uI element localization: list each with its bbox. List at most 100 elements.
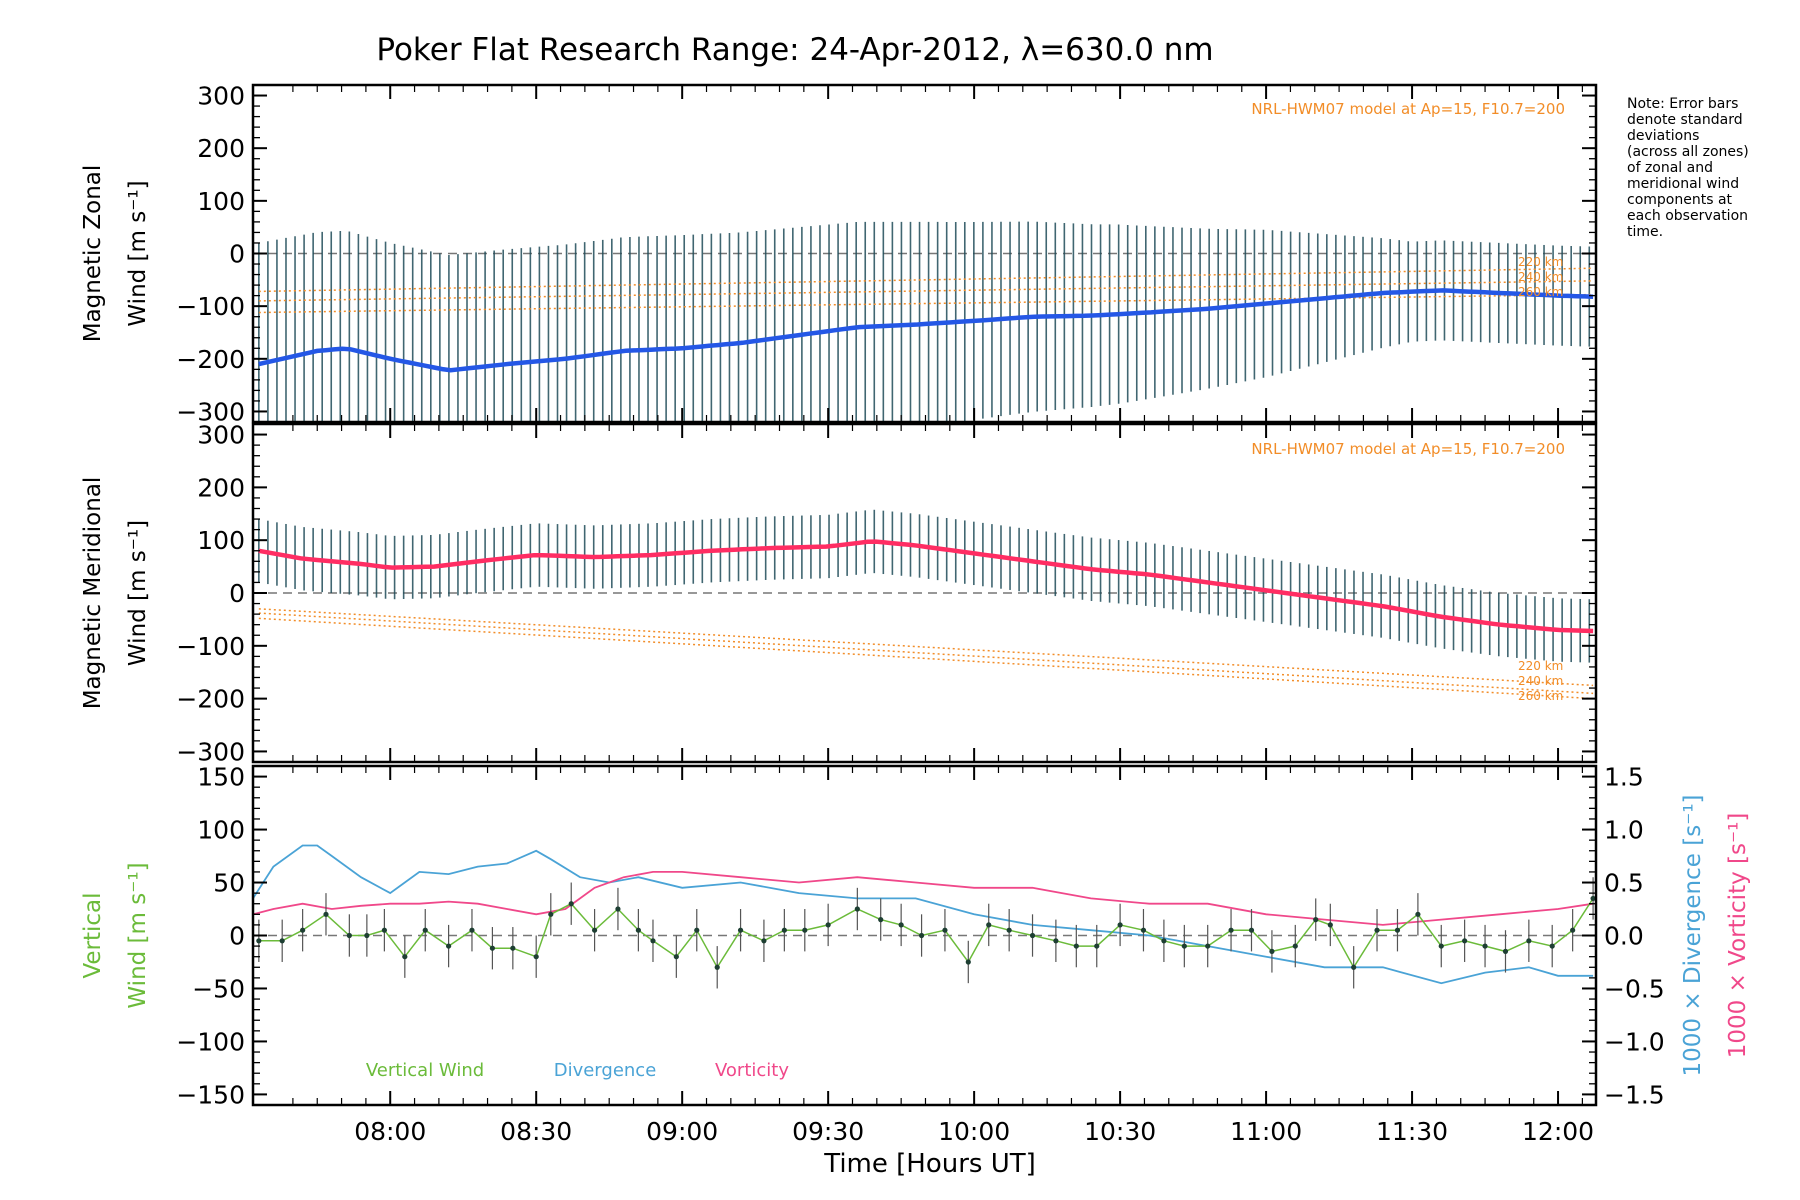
- xtick-label: 09:30: [792, 1117, 864, 1146]
- vertical-wind-point: [1351, 964, 1357, 970]
- vertical-wind-point: [986, 922, 992, 928]
- vertical-ytick-label: 100: [197, 816, 245, 845]
- vertical-wind-point: [568, 901, 574, 907]
- zonal-ytick-label: 100: [197, 187, 245, 216]
- right-tick-label: −1.0: [1604, 1027, 1665, 1056]
- vertical-wind-point: [1438, 943, 1444, 949]
- zonal-ylabel-line2: Wind [m s⁻¹]: [125, 180, 151, 326]
- vertical-ytick-label: −50: [192, 974, 245, 1003]
- vertical-wind-point: [1313, 917, 1319, 923]
- meridional-ytick-label: −100: [176, 632, 245, 661]
- vertical-wind-point: [1462, 938, 1468, 944]
- note-line: meridional wind: [1627, 176, 1739, 192]
- vertical-wind-point: [802, 927, 808, 933]
- meridional-model-line: [258, 612, 1594, 695]
- xtick-label: 12:00: [1522, 1117, 1594, 1146]
- right-tick-label: 0.0: [1604, 922, 1644, 951]
- note-line: of zonal and: [1627, 160, 1713, 176]
- vertical-wind-point: [898, 922, 904, 928]
- meridional-ylabel-line1: Magnetic Meridional: [80, 477, 106, 710]
- xtick-label: 10:00: [938, 1117, 1010, 1146]
- zonal-ytick-label: 200: [197, 134, 245, 163]
- vertical-wind-point: [650, 938, 656, 944]
- model-label: 240 km: [1518, 674, 1563, 688]
- vertical-wind-point: [1502, 948, 1509, 954]
- vertical-wind-point: [1181, 943, 1187, 949]
- meridional-ylabel-line2: Wind [m s⁻¹]: [125, 520, 151, 666]
- vertical-wind-point: [1073, 943, 1079, 949]
- vertical-wind-point: [761, 938, 767, 944]
- right-tick-label: −0.5: [1604, 974, 1665, 1003]
- vertical-wind-point: [1526, 938, 1532, 944]
- zonal-ytick-label: 300: [197, 82, 245, 111]
- note-line: denote standard: [1627, 112, 1743, 128]
- note-line: time.: [1627, 224, 1663, 240]
- vertical-ytick-label: −100: [176, 1027, 245, 1056]
- zonal-ytick-label: 0: [229, 240, 245, 269]
- vertical-wind-point: [446, 943, 452, 949]
- xtick-label: 11:30: [1376, 1117, 1448, 1146]
- legend-vorticity: Vorticity: [715, 1060, 789, 1081]
- vertical-wind-point: [1053, 938, 1059, 944]
- vertical-wind-point: [323, 911, 329, 917]
- meridional-model-note: NRL-HWM07 model at Ap=15, F10.7=200: [1251, 440, 1565, 458]
- note-line: (across all zones): [1627, 144, 1749, 160]
- meridional-ytick-label: 200: [197, 473, 245, 502]
- vertical-ytick-label: −150: [176, 1080, 245, 1109]
- vertical-ylabel-line2: Wind [m s⁻¹]: [125, 862, 151, 1008]
- vertical-wind-point: [1205, 943, 1211, 949]
- vertical-wind-point: [300, 927, 306, 933]
- right-tick-label: 0.5: [1604, 869, 1644, 898]
- meridional-ytick-label: −200: [176, 685, 245, 714]
- model-label: 220 km: [1518, 659, 1563, 673]
- vertical-wind-point: [714, 964, 720, 970]
- vertical-wind-point: [1228, 927, 1234, 933]
- note-line: each observation: [1627, 208, 1748, 224]
- meridional-ytick-label: 300: [197, 421, 245, 450]
- vertical-wind-point: [1161, 938, 1167, 944]
- zonal-model-line: [258, 267, 1594, 293]
- meridional-ytick-label: 0: [229, 579, 245, 608]
- vertical-wind-point: [1590, 895, 1596, 902]
- vertical-ytick-label: 50: [213, 869, 245, 898]
- x-axis-label: Time [Hours UT]: [823, 1149, 1036, 1179]
- vertical-wind-point: [1549, 943, 1555, 949]
- vertical-wind-point: [1394, 927, 1401, 933]
- vertical-wind-point: [1140, 927, 1147, 933]
- vertical-wind-point: [346, 932, 352, 939]
- meridional-model-line: [258, 617, 1594, 700]
- vertical-ylabel-line1: Vertical: [80, 892, 106, 978]
- vertical-wind-point: [591, 927, 598, 933]
- meridional-ytick-label: 100: [197, 526, 245, 555]
- vertical-wind-point: [533, 954, 539, 960]
- vertical-wind-point: [1006, 927, 1012, 933]
- note-line: deviations: [1627, 128, 1699, 144]
- chart-title: Poker Flat Research Range: 24-Apr-2012, …: [376, 32, 1213, 68]
- vertical-wind-point: [781, 927, 787, 933]
- model-label: 260 km: [1518, 285, 1563, 299]
- divergence-axis-label: 1000 × Divergence [s⁻¹]: [1680, 794, 1706, 1076]
- vertical-wind-point: [422, 927, 428, 933]
- meridional-ytick-label: −300: [176, 737, 245, 766]
- model-label: 220 km: [1518, 255, 1563, 269]
- vertical-wind-point: [510, 945, 516, 951]
- vertical-wind-point: [694, 927, 700, 933]
- vertical-wind-point: [381, 927, 387, 933]
- zonal-model-line: [258, 293, 1594, 314]
- model-label: 260 km: [1518, 689, 1563, 703]
- xtick-label: 09:00: [646, 1117, 718, 1146]
- legend-divergence: Divergence: [554, 1060, 657, 1081]
- xtick-label: 10:30: [1084, 1117, 1156, 1146]
- vertical-wind-point: [1248, 927, 1255, 933]
- note-line: Note: Error bars: [1627, 96, 1738, 112]
- vorticity-line: [252, 871, 1594, 926]
- vertical-wind-point: [279, 938, 285, 944]
- vertical-wind-point: [854, 906, 860, 912]
- xtick-label: 11:00: [1230, 1117, 1302, 1146]
- note-line: components at: [1627, 192, 1733, 208]
- vertical-wind-point: [1269, 948, 1275, 954]
- vertical-wind-point: [878, 917, 884, 923]
- vertical-wind-point: [364, 932, 370, 939]
- vertical-panel: 1.5 1.0 0.5 0.0 −0.5 −1.0 −1.5 150 100 50 0 −50 −100…: [80, 763, 1751, 1110]
